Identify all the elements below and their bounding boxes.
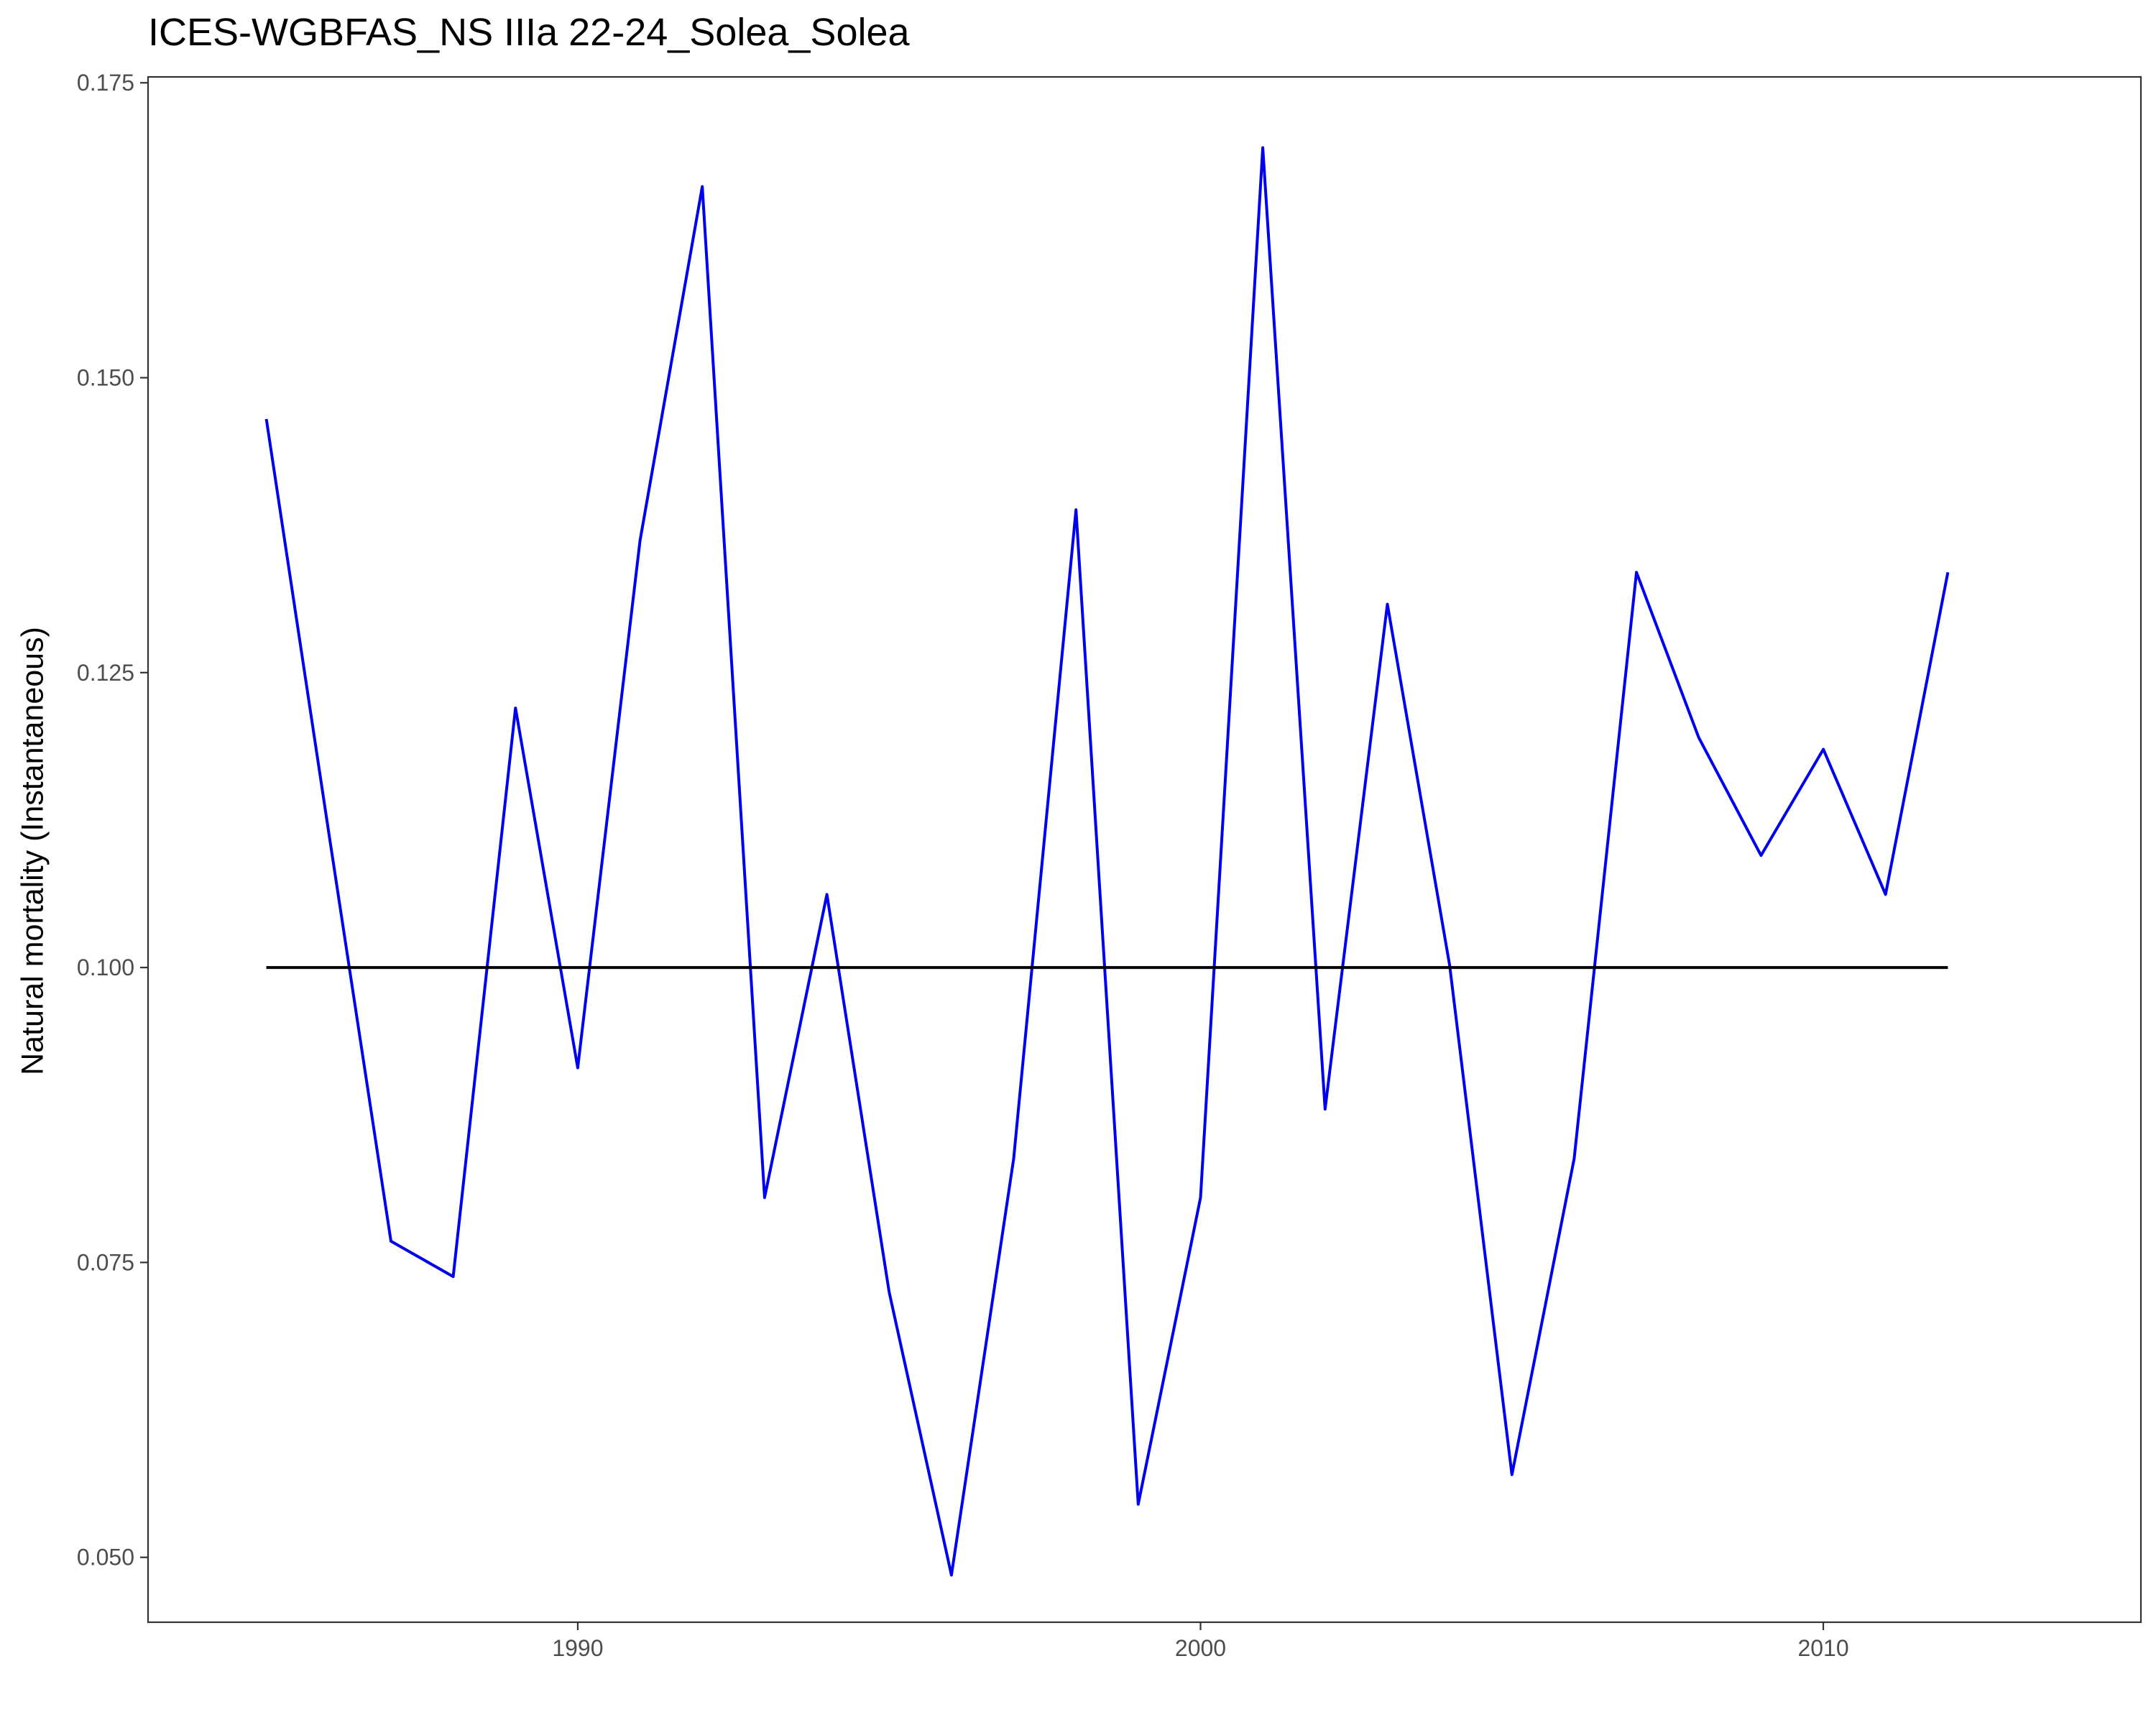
axis-layer: 1990 2000 2010 0.050 0.075 0.100 0.125 0.150 0.1… <box>77 70 1849 1661</box>
series-0-point <box>1199 1196 1202 1199</box>
x-tick-label: 1990 <box>552 1635 603 1661</box>
series-0-point <box>1324 1108 1327 1110</box>
series-0-point <box>1946 571 1949 574</box>
series-0-point <box>763 1196 766 1199</box>
chart-title: ICES-WGBFAS_NS IIIa 22-24_Solea_Solea <box>148 11 910 54</box>
series-0-point <box>1635 571 1638 574</box>
series-0-point <box>1074 508 1077 511</box>
series-0-point <box>265 418 268 420</box>
series-0-point <box>1697 736 1700 739</box>
series-0-point <box>701 185 704 188</box>
y-tick-label: 0.100 <box>77 954 134 980</box>
series-0-point <box>1511 1473 1514 1476</box>
series-1-point <box>1946 966 1949 969</box>
series-layer <box>264 146 1950 1577</box>
series-0-point <box>1822 748 1825 751</box>
plot-panel-border <box>147 75 2142 1624</box>
series-0-point <box>639 539 642 542</box>
y-tick-label: 0.050 <box>77 1545 134 1570</box>
series-0-point <box>1261 147 1264 150</box>
series-0-point <box>1572 1157 1575 1160</box>
series-0-point <box>1884 893 1887 896</box>
y-tick-label: 0.150 <box>77 365 134 391</box>
series-0-point <box>327 830 330 833</box>
series-0-point <box>1137 1503 1140 1506</box>
series-0-point <box>514 707 517 709</box>
series-1-point <box>265 966 268 969</box>
series-line-0 <box>264 146 1950 1577</box>
y-tick-label: 0.175 <box>77 70 134 96</box>
x-tick-label: 2000 <box>1175 1635 1226 1661</box>
series-0-point <box>1013 1157 1015 1160</box>
series-0-point <box>390 1240 392 1243</box>
series-0-point <box>826 893 829 896</box>
series-0-point <box>1759 854 1762 857</box>
y-tick-label: 0.075 <box>77 1249 134 1275</box>
series-0-point <box>888 1291 890 1294</box>
series-0-point <box>950 1573 953 1576</box>
x-tick-label: 2010 <box>1797 1635 1848 1661</box>
series-0-point <box>576 1067 579 1070</box>
series-0-point <box>452 1275 455 1278</box>
series-0-point <box>1386 603 1389 606</box>
y-tick-label: 0.125 <box>77 660 134 686</box>
